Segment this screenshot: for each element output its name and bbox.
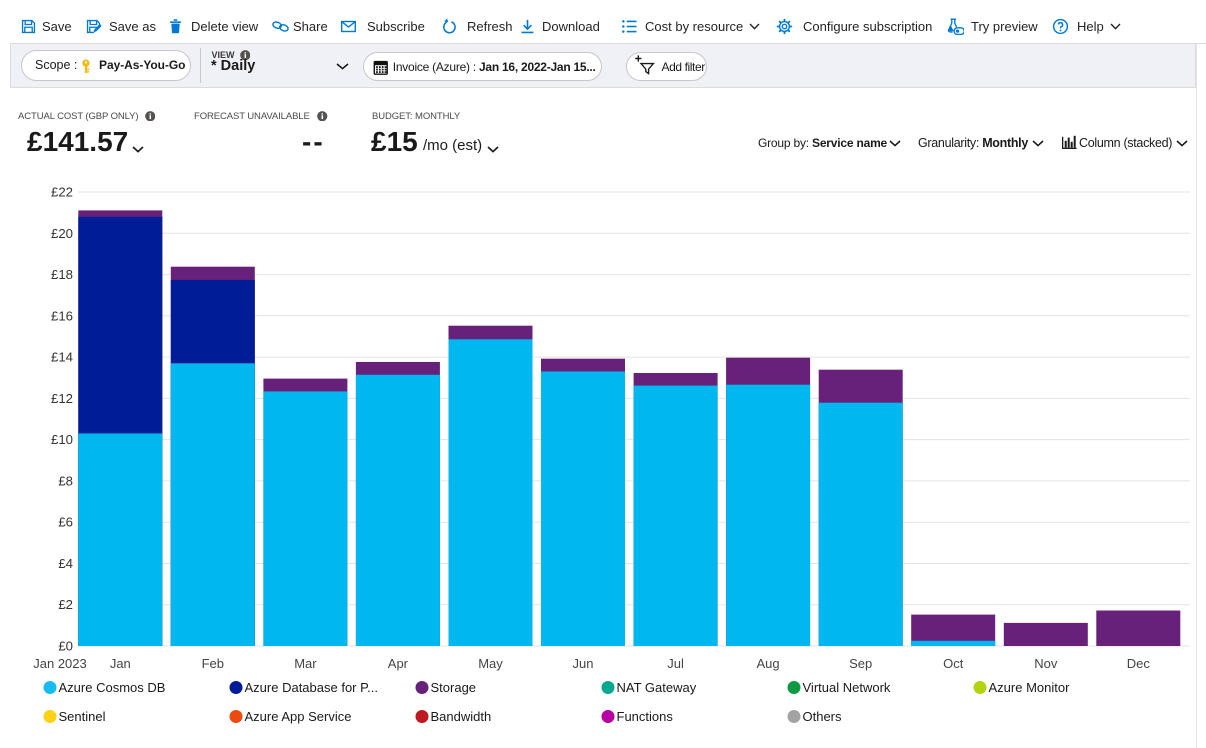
svg-text:£22: £22 — [51, 185, 73, 200]
svg-text:£6: £6 — [58, 515, 73, 530]
svg-text:Azure Monitor: Azure Monitor — [989, 680, 1071, 695]
svg-text:NAT Gateway: NAT Gateway — [617, 680, 697, 695]
svg-text:Feb: Feb — [202, 656, 224, 671]
svg-text:£8: £8 — [58, 473, 73, 488]
svg-text:Jun: Jun — [573, 656, 594, 671]
svg-text:Azure App Service: Azure App Service — [245, 709, 352, 724]
svg-text:Others: Others — [803, 709, 843, 724]
svg-text:Dec: Dec — [1127, 656, 1151, 671]
svg-text:Azure Cosmos DB: Azure Cosmos DB — [59, 680, 166, 695]
svg-text:Mar: Mar — [294, 656, 317, 671]
svg-text:Virtual Network: Virtual Network — [803, 680, 891, 695]
svg-text:Jan 2023: Jan 2023 — [33, 656, 87, 671]
svg-text:Azure Database for P...: Azure Database for P... — [245, 680, 378, 695]
svg-text:Apr: Apr — [388, 656, 409, 671]
svg-text:Functions: Functions — [617, 709, 674, 724]
svg-text:£2: £2 — [58, 597, 73, 612]
svg-text:Jan: Jan — [110, 656, 131, 671]
svg-text:Oct: Oct — [943, 656, 964, 671]
svg-text:£16: £16 — [51, 308, 73, 323]
svg-text:Sentinel: Sentinel — [59, 709, 106, 724]
svg-text:£20: £20 — [51, 226, 73, 241]
svg-text:£4: £4 — [58, 556, 73, 571]
svg-text:£0: £0 — [58, 639, 73, 654]
svg-text:Aug: Aug — [757, 656, 780, 671]
svg-text:Jul: Jul — [667, 656, 684, 671]
svg-text:£12: £12 — [51, 391, 73, 406]
svg-text:£10: £10 — [51, 432, 73, 447]
svg-text:£18: £18 — [51, 267, 73, 282]
svg-text:Nov: Nov — [1034, 656, 1058, 671]
svg-text:May: May — [478, 656, 503, 671]
svg-text:Storage: Storage — [431, 680, 477, 695]
svg-text:£14: £14 — [51, 350, 73, 365]
svg-text:Bandwidth: Bandwidth — [431, 709, 492, 724]
svg-text:Sep: Sep — [849, 656, 872, 671]
